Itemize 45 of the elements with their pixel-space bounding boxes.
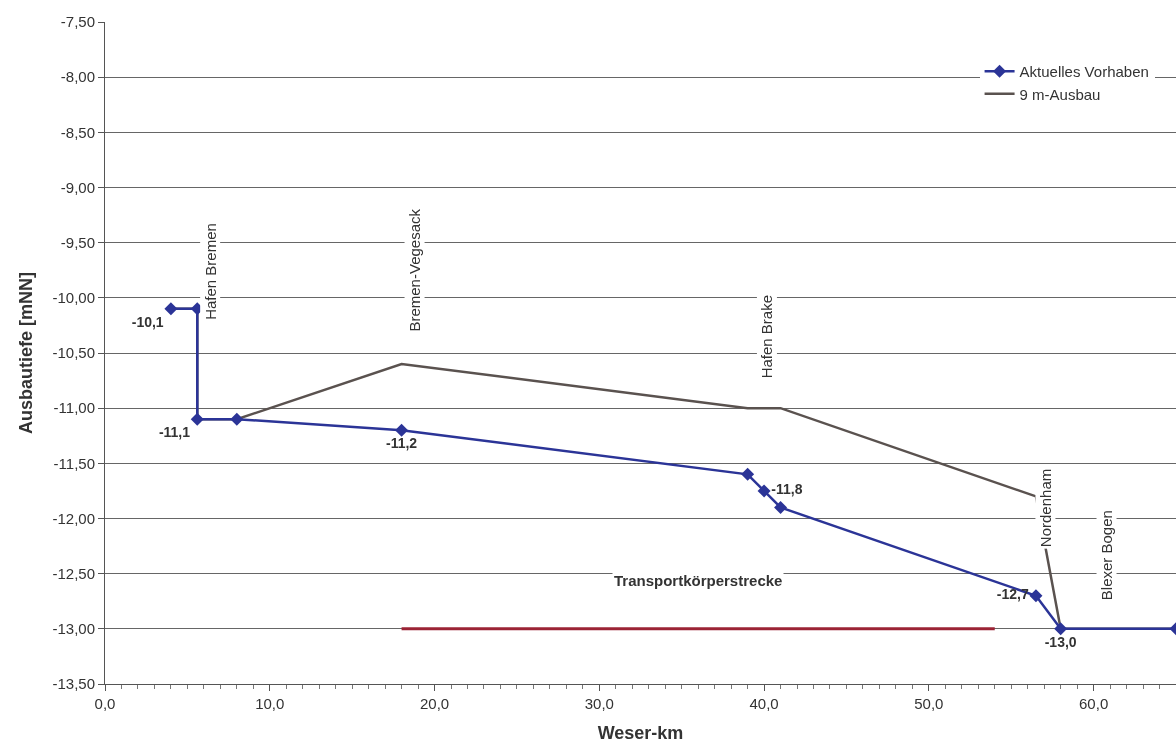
data-label: -10,1 xyxy=(131,313,164,330)
data-label: -12,7 xyxy=(996,586,1029,603)
annotation: Bremen-Vegesack xyxy=(406,208,424,332)
point xyxy=(774,500,788,514)
y-tick-label: -8,50 xyxy=(60,123,95,141)
point xyxy=(230,412,244,426)
y-tick-label: -7,50 xyxy=(60,13,95,31)
y-tick-label: -9,00 xyxy=(60,178,95,196)
data-label: -13,0 xyxy=(1044,633,1077,650)
y-tick-label: -11,50 xyxy=(53,454,95,472)
y-tick-label: -13,00 xyxy=(52,620,95,638)
point xyxy=(164,302,178,316)
y-tick-label: -9,50 xyxy=(60,233,95,251)
annotation: Blexer Bogen xyxy=(1098,510,1116,601)
x-tick-label: 20,0 xyxy=(419,695,450,712)
x-tick-label: 50,0 xyxy=(914,695,944,712)
point xyxy=(395,423,409,437)
data-label: -11,2 xyxy=(386,434,418,451)
annotation: Hafen Bremen xyxy=(201,223,219,320)
x-tick-label: 0,0 xyxy=(94,695,116,712)
y-tick-label: -13,50 xyxy=(52,675,95,693)
point xyxy=(757,484,771,498)
legend-label: 9 m-Ausbau xyxy=(1019,85,1101,103)
x-tick-label: 60,0 xyxy=(1079,695,1109,712)
y-tick-label: -12,00 xyxy=(52,509,95,527)
x-tick-label: 40,0 xyxy=(749,695,779,712)
x-tick-label: 10,0 xyxy=(255,695,285,712)
annotation: Transportkörperstrecke xyxy=(614,572,783,589)
annotation: Nordenham xyxy=(1036,468,1054,548)
y-tick-label: -11,00 xyxy=(53,399,95,417)
point xyxy=(1054,622,1068,636)
y-tick-label: -10,50 xyxy=(52,344,95,362)
data-label: -11,8 xyxy=(771,481,803,498)
point xyxy=(190,412,204,426)
y-tick-label: -10,00 xyxy=(52,289,95,307)
y-tick-label: -12,50 xyxy=(52,564,95,582)
x-axis-title: Weser-km xyxy=(597,723,684,744)
point xyxy=(1029,589,1043,603)
y-axis-title: Ausbautiefe [mNN] xyxy=(15,271,36,435)
legend-label: Aktuelles Vorhaben xyxy=(1019,63,1149,81)
y-tick-label: -8,00 xyxy=(60,68,95,86)
point xyxy=(741,467,755,481)
x-tick-label: 30,0 xyxy=(584,695,614,712)
data-label: -11,1 xyxy=(158,423,191,440)
annotation: Hafen Brake xyxy=(758,294,776,379)
